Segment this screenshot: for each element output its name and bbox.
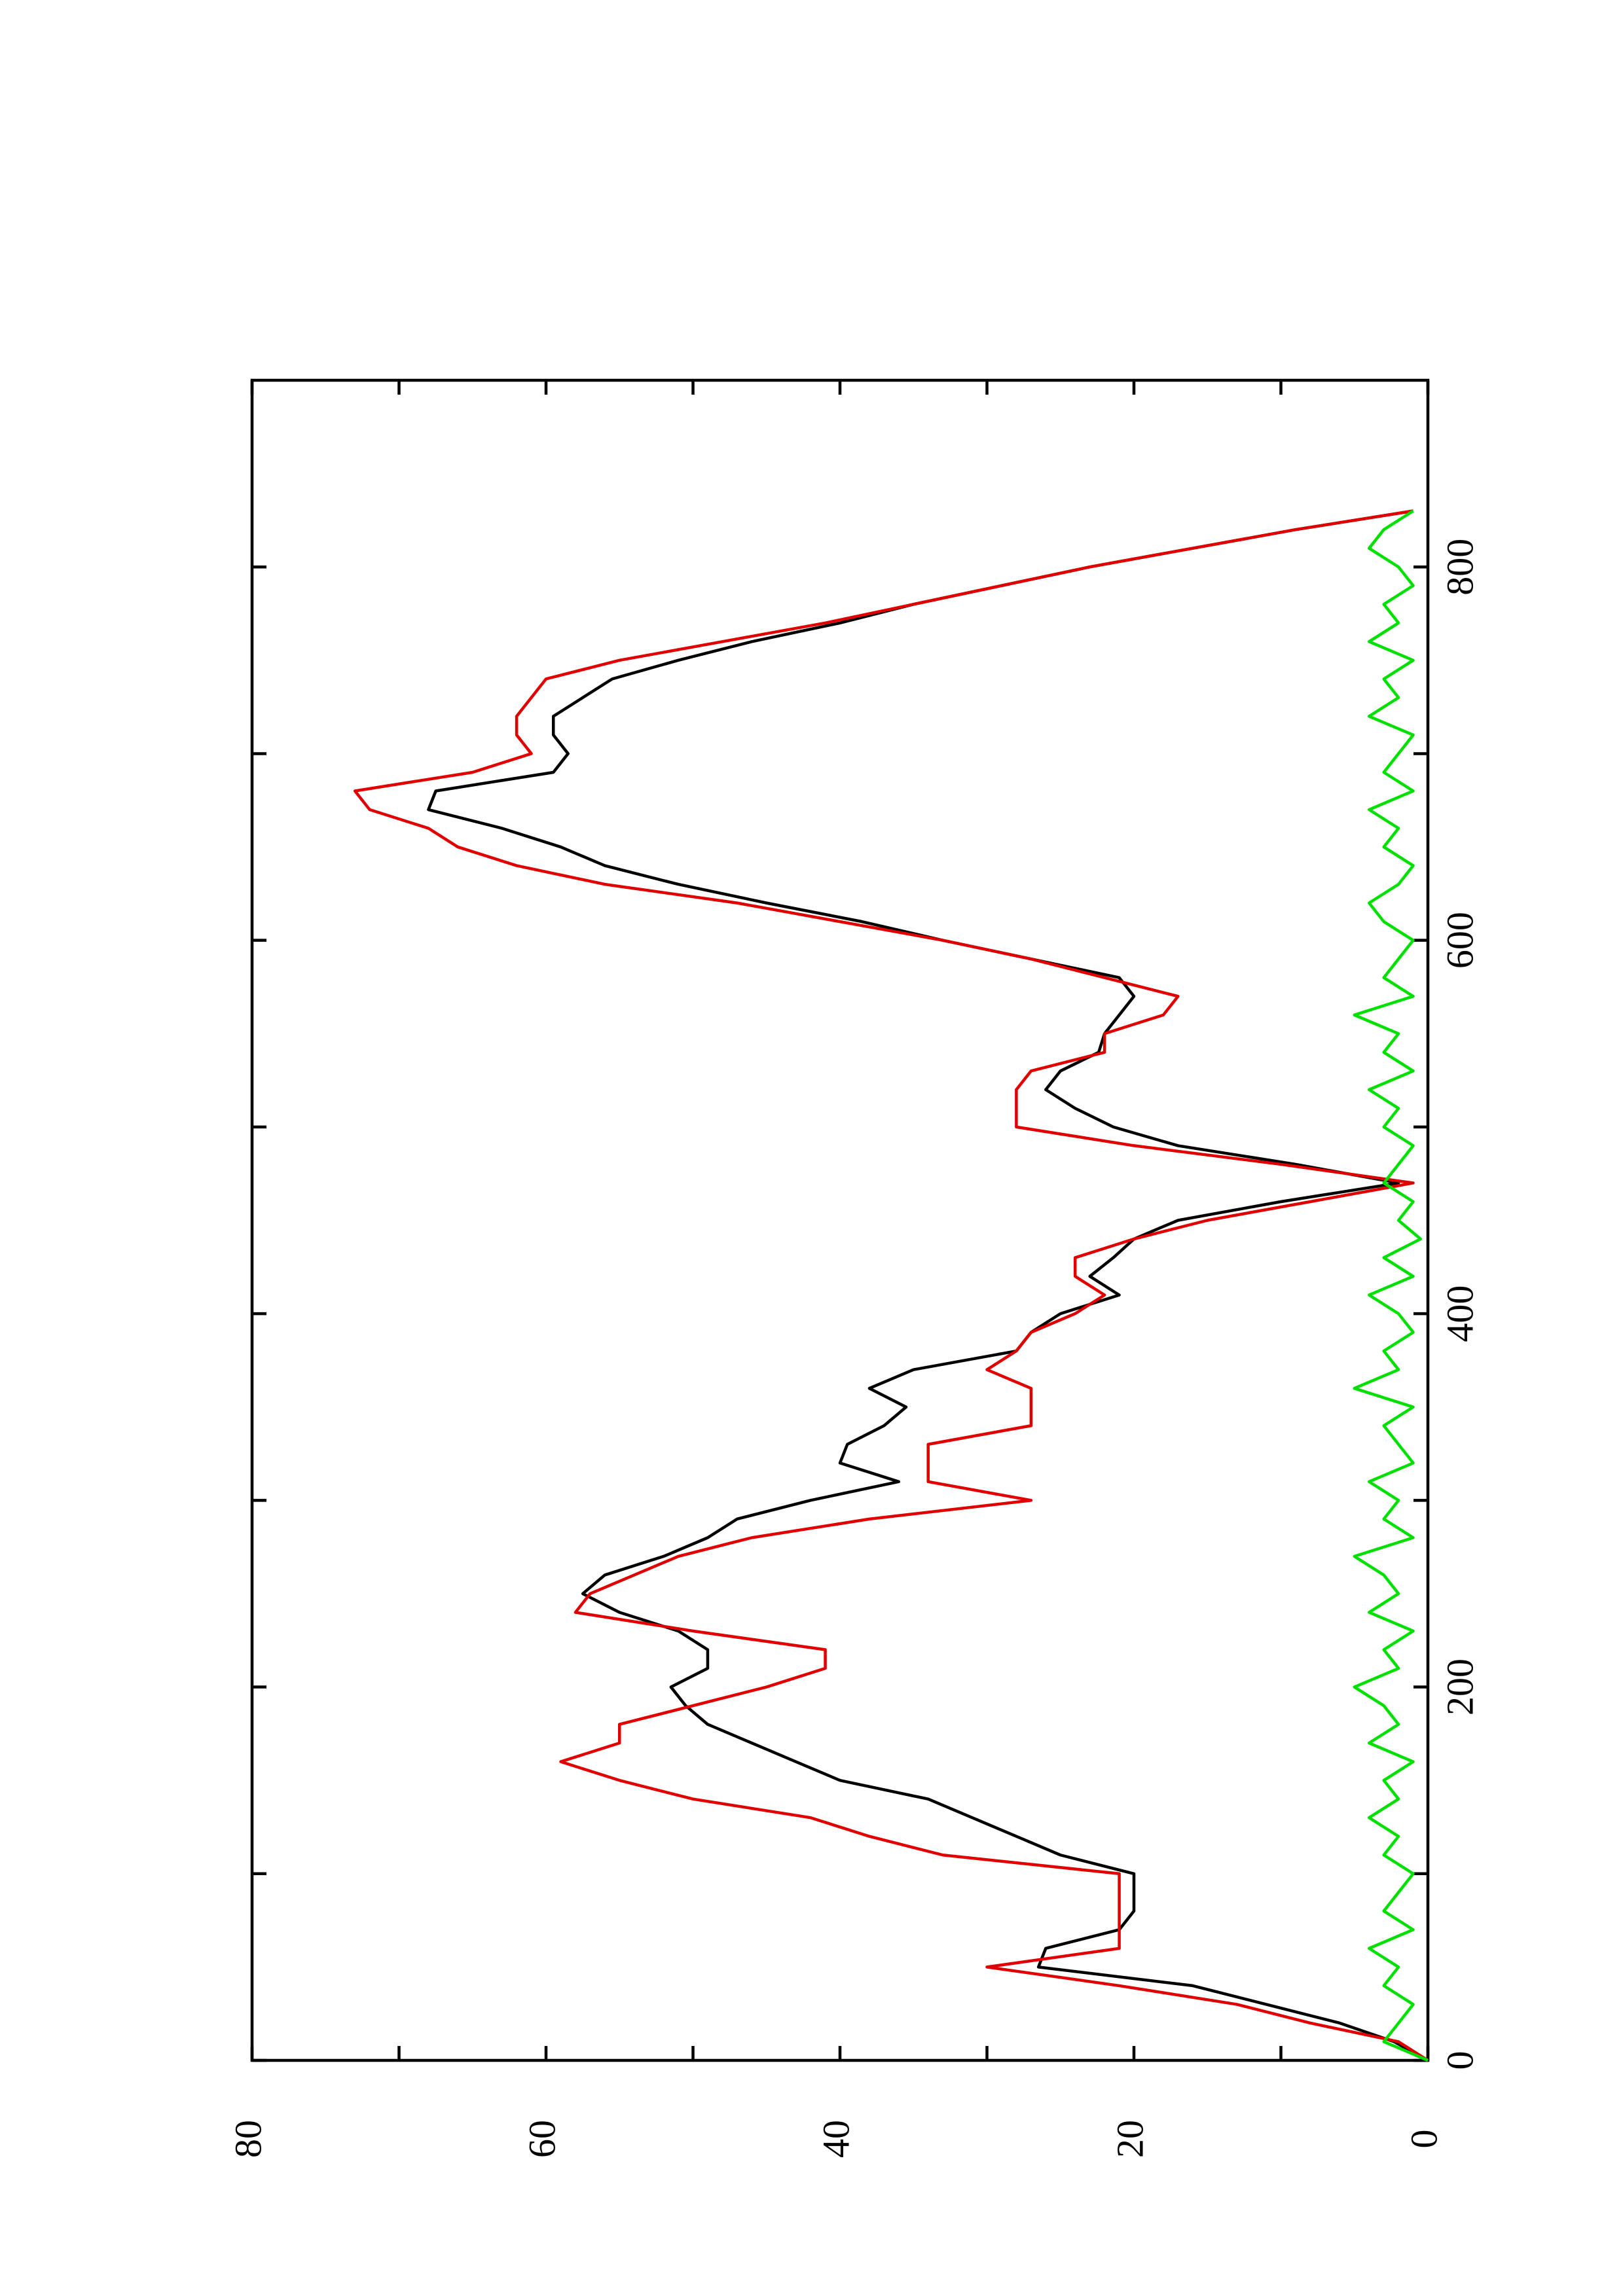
x-tick-label: 0 (1438, 2051, 1481, 2070)
plot-frame (250, 378, 1430, 2062)
x-tick-label: 800 (1438, 539, 1481, 596)
y-tick-label: 0 (1402, 2130, 1445, 2149)
series-line (427, 509, 1429, 2062)
y-tick-label: 80 (227, 2120, 269, 2158)
series-line (353, 509, 1429, 2062)
x-tick-label: 400 (1438, 1285, 1481, 1342)
x-tick-label: 200 (1438, 1659, 1481, 1715)
y-tick-label: 40 (814, 2120, 857, 2158)
x-tick-label: 600 (1438, 912, 1481, 969)
y-tick-label: 60 (520, 2120, 563, 2158)
series-line (1353, 509, 1429, 2062)
y-tick-label: 20 (1108, 2120, 1151, 2158)
